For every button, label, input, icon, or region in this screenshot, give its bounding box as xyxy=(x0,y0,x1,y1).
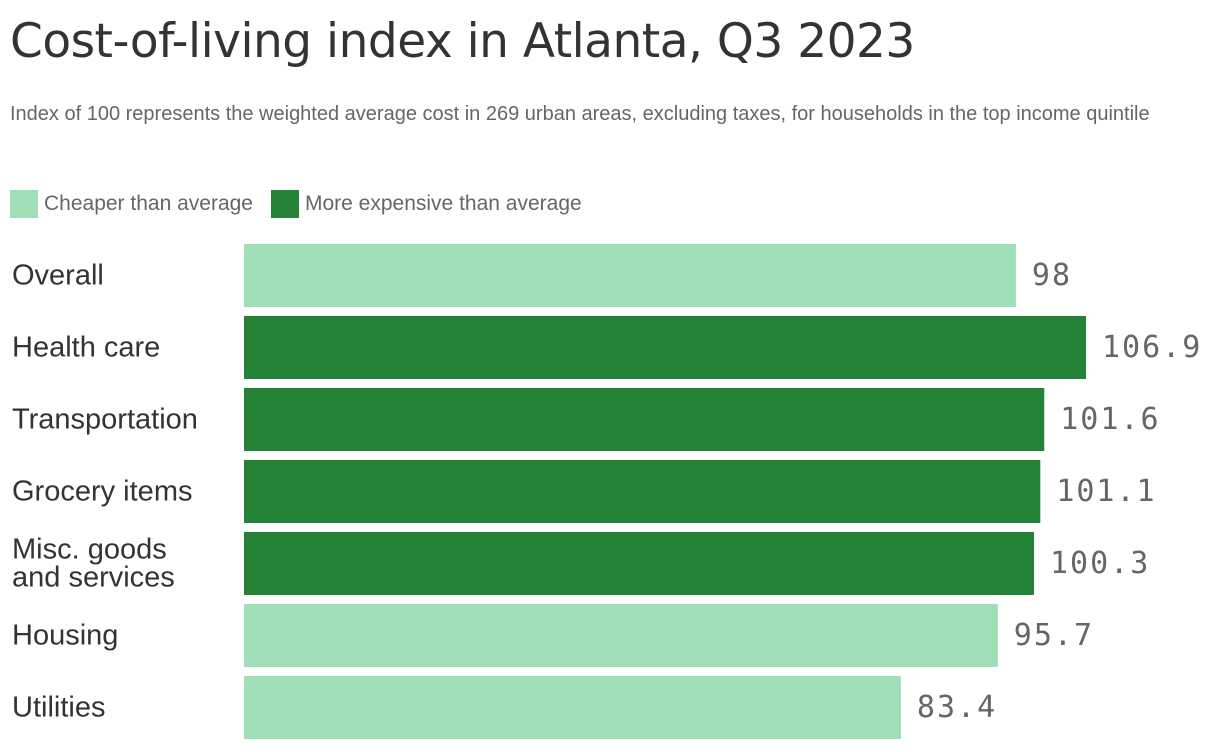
value-label-0: 98 xyxy=(1032,258,1072,293)
bar-2 xyxy=(244,388,1045,451)
category-label-line: Health care xyxy=(12,332,160,364)
bar-0 xyxy=(244,244,1016,307)
legend-label-expensive: More expensive than average xyxy=(305,192,582,215)
value-label-6: 83.4 xyxy=(917,690,997,725)
category-label-4: Misc. goods and services xyxy=(12,534,175,594)
value-label-4: 100.3 xyxy=(1050,546,1150,581)
category-label-6: Utilities xyxy=(12,692,105,724)
bar-6 xyxy=(244,676,901,739)
category-label-line: and services xyxy=(12,562,175,594)
category-label-line: Grocery items xyxy=(12,476,192,508)
category-label-3: Grocery items xyxy=(12,476,192,508)
chart-subtitle: Index of 100 represents the weighted ave… xyxy=(10,103,1150,125)
category-label-line: Misc. goods xyxy=(12,534,167,566)
value-label-5: 95.7 xyxy=(1014,618,1094,653)
bar-4 xyxy=(244,532,1035,595)
category-label-line: Utilities xyxy=(12,692,105,724)
category-label-0: Overall xyxy=(12,260,104,292)
value-label-1: 106.9 xyxy=(1102,330,1202,365)
legend-label-cheaper: Cheaper than average xyxy=(44,192,253,215)
legend-swatch-cheaper xyxy=(10,190,38,218)
chart-title: Cost-of-living index in Atlanta, Q3 2023 xyxy=(10,14,915,69)
category-label-5: Housing xyxy=(12,620,118,652)
category-label-2: Transportation xyxy=(12,404,198,436)
category-label-line: Transportation xyxy=(12,404,198,436)
value-label-2: 101.6 xyxy=(1060,402,1160,437)
legend-item-cheaper: Cheaper than average xyxy=(10,190,253,218)
chart-legend: Cheaper than average More expensive than… xyxy=(10,189,600,219)
bar-3 xyxy=(244,460,1041,523)
value-label-3: 101.1 xyxy=(1056,474,1156,509)
category-label-line: Overall xyxy=(12,260,104,292)
legend-swatch-expensive xyxy=(271,190,299,218)
bar-1 xyxy=(244,316,1086,379)
bar-5 xyxy=(244,604,998,667)
category-label-1: Health care xyxy=(12,332,160,364)
legend-item-expensive: More expensive than average xyxy=(271,190,582,218)
category-label-line: Housing xyxy=(12,620,118,652)
